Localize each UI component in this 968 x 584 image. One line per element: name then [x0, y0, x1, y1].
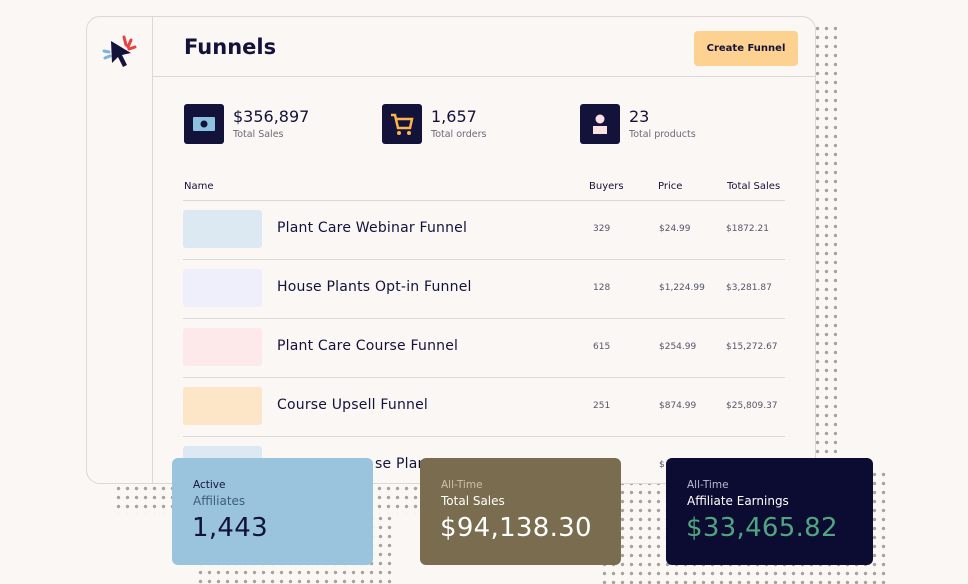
funnel-thumbnail: [183, 387, 262, 425]
table-cell: $254.99: [659, 342, 697, 352]
funnel-thumbnail: [183, 269, 262, 307]
table-cell: $15,272.67: [726, 342, 778, 352]
cart-icon: [382, 104, 422, 144]
stat-label: Total products: [629, 129, 696, 140]
table-cell: 251: [593, 401, 611, 411]
divider: [183, 377, 785, 378]
stat-card: All-Time Total Sales $94,138.30: [420, 458, 621, 565]
table-cell: $3,281.87: [726, 283, 772, 293]
column-header: Price: [658, 181, 683, 192]
stat-value: 1,657: [431, 107, 477, 126]
funnel-thumbnail: [183, 328, 262, 366]
logo: [102, 35, 137, 67]
column-header: Total Sales: [727, 181, 781, 192]
money-icon: [184, 104, 224, 144]
stat-label: Total orders: [431, 129, 487, 140]
funnel-name: Plant Care Course Funnel: [277, 338, 459, 354]
funnel-thumbnail: [183, 210, 262, 248]
card-value: $94,138.30: [440, 513, 592, 543]
divider: [183, 436, 785, 437]
divider: [183, 259, 785, 260]
table-cell: $24.99: [659, 224, 691, 234]
card-label: Affiliate Earnings: [687, 494, 789, 508]
funnel-name: Course Upsell Funnel: [277, 397, 429, 413]
table-cell: $25,809.37: [726, 401, 778, 411]
create-funnel-button[interactable]: Create Funnel: [694, 31, 798, 66]
stat-value: $356,897: [233, 107, 310, 126]
card-value: 1,443: [192, 513, 268, 543]
funnel-name: House Plants Opt-in Funnel: [277, 279, 472, 295]
stat-card: All-Time Affiliate Earnings $33,465.82: [666, 458, 873, 565]
product-icon: [580, 104, 620, 144]
card-label: Affiliates: [193, 494, 246, 508]
table-cell: $1872.21: [726, 224, 769, 234]
stat-value: 23: [629, 107, 650, 126]
table-cell: $1,224.99: [659, 283, 705, 293]
card-label: All-Time: [441, 479, 483, 491]
divider: [183, 318, 785, 319]
card-label: All-Time: [687, 479, 729, 491]
table-cell: 128: [593, 283, 611, 293]
column-header: Name: [184, 181, 214, 192]
funnel-name: se Plan: [375, 456, 427, 472]
sidebar: [87, 17, 153, 483]
table-cell: 329: [593, 224, 611, 234]
funnel-name: Plant Care Webinar Funnel: [277, 220, 468, 236]
page-title: Funnels: [184, 35, 277, 59]
header: Funnels: [153, 17, 815, 77]
dot-pattern: [813, 24, 837, 464]
column-header: Buyers: [589, 181, 624, 192]
stat-label: Total Sales: [233, 129, 284, 140]
table-cell: $874.99: [659, 401, 697, 411]
card-label: Total Sales: [441, 494, 505, 508]
card-label: Active: [193, 479, 226, 491]
table-cell: 615: [593, 342, 611, 352]
stat-card: Active Affiliates 1,443: [172, 458, 373, 565]
card-value: $33,465.82: [686, 513, 838, 543]
table-cell: $: [659, 460, 665, 470]
dashboard-panel: Funnels Create Funnel $356,897 Total Sal…: [86, 16, 816, 484]
divider: [183, 200, 785, 201]
